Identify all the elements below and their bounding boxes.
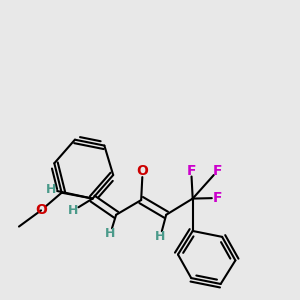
Text: F: F bbox=[213, 164, 223, 178]
Text: F: F bbox=[213, 191, 223, 205]
Text: H: H bbox=[105, 227, 116, 240]
Text: O: O bbox=[137, 164, 148, 178]
Text: H: H bbox=[68, 204, 79, 217]
Text: H: H bbox=[46, 183, 56, 196]
Text: O: O bbox=[35, 203, 47, 218]
Text: H: H bbox=[155, 230, 166, 243]
Text: F: F bbox=[187, 164, 196, 178]
